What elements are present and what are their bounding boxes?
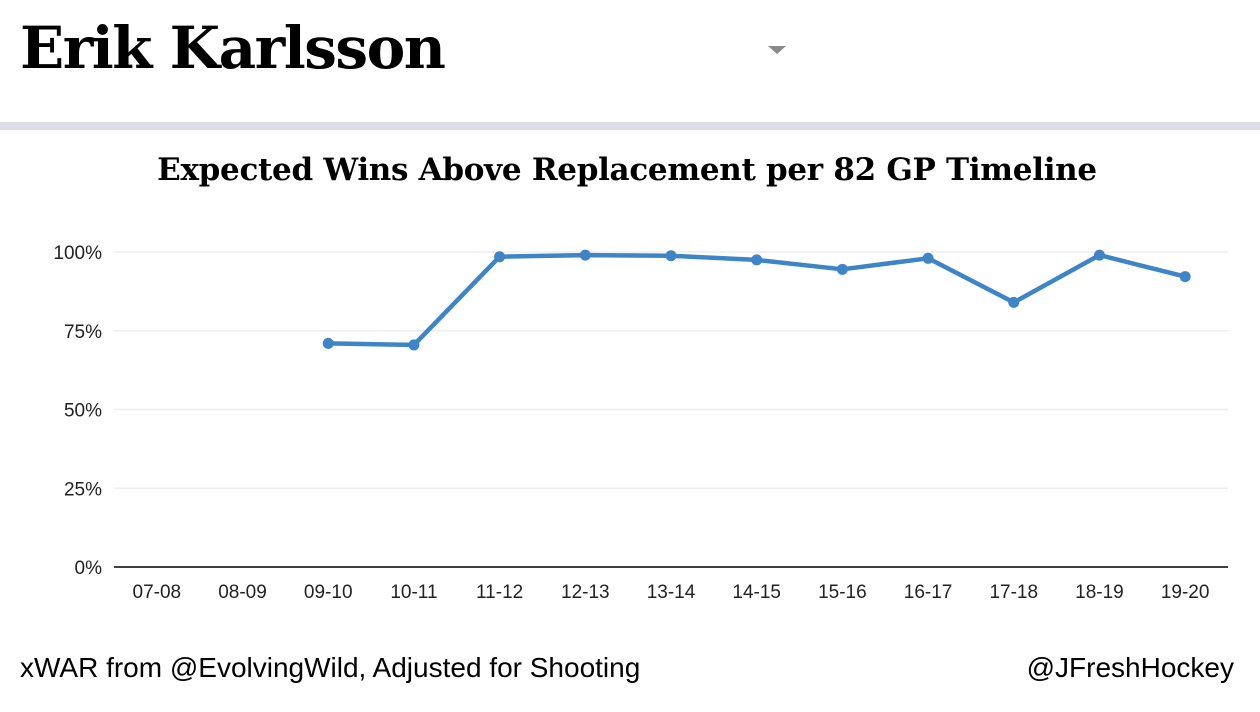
- x-tick-label: 13-14: [647, 582, 696, 603]
- x-tick-label: 19-20: [1161, 582, 1210, 603]
- data-point: [922, 252, 934, 264]
- data-point: [494, 251, 506, 263]
- y-tick-label: 50%: [64, 401, 102, 422]
- data-point: [1179, 271, 1191, 283]
- x-tick-labels: 07-08 08-09 09-10 10-11 11-12 12-13 13-14 14-15…: [133, 582, 1210, 603]
- data-point: [665, 250, 677, 262]
- x-tick-label: 09-10: [304, 582, 353, 603]
- x-tick-label: 08-09: [218, 582, 267, 603]
- x-tick-label: 14-15: [732, 582, 781, 603]
- y-tick-label: 100%: [53, 243, 102, 264]
- data-point: [322, 337, 334, 349]
- data-point: [1008, 296, 1020, 308]
- gridlines: [114, 251, 1228, 489]
- data-point: [579, 249, 591, 261]
- x-tick-label: 15-16: [818, 582, 867, 603]
- data-point: [836, 263, 848, 275]
- player-name: Erik Karlsson: [20, 14, 446, 82]
- x-tick-label: 12-13: [561, 582, 610, 603]
- y-tick-labels: 0% 25% 50% 75% 100%: [53, 243, 102, 579]
- y-tick-label: 75%: [64, 322, 102, 343]
- x-tick-label: 11-12: [476, 582, 523, 603]
- x-tick-label: 07-08: [133, 582, 182, 603]
- data-point: [1093, 249, 1105, 261]
- header-divider: [0, 122, 1260, 130]
- data-point: [751, 254, 763, 266]
- y-tick-label: 0%: [75, 558, 103, 579]
- x-tick-label: 16-17: [904, 582, 953, 603]
- data-point: [408, 339, 420, 351]
- chart-title: Expected Wins Above Replacement per 82 G…: [157, 152, 1097, 188]
- x-tick-label: 18-19: [1075, 582, 1124, 603]
- x-tick-label: 17-18: [989, 582, 1038, 603]
- source-attribution: xWAR from @EvolvingWild, Adjusted for Sh…: [20, 652, 641, 683]
- x-tick-label: 10-11: [390, 582, 437, 603]
- author-credit: @JFreshHockey: [1026, 652, 1234, 683]
- y-tick-label: 25%: [64, 479, 102, 500]
- player-dropdown-chevron-icon[interactable]: [768, 46, 786, 54]
- series: [322, 249, 1191, 351]
